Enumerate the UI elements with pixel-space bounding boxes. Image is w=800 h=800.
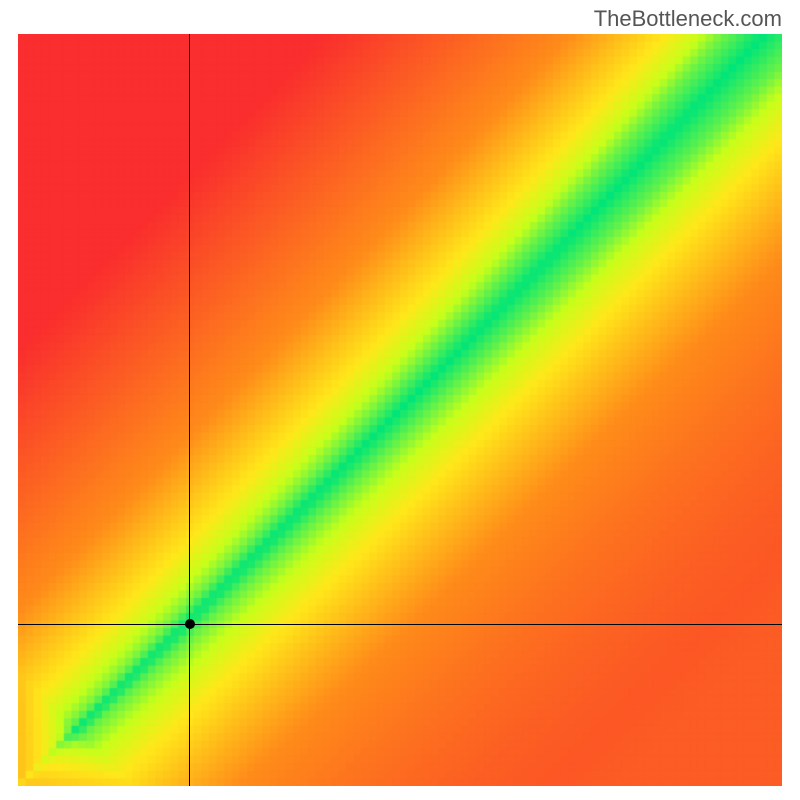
heatmap-canvas (18, 34, 782, 786)
chart-container: TheBottleneck.com (0, 0, 800, 800)
heatmap-plot (18, 34, 782, 786)
crosshair-horizontal (18, 624, 782, 625)
crosshair-marker (185, 619, 195, 629)
crosshair-vertical (189, 34, 190, 786)
watermark-text: TheBottleneck.com (594, 6, 782, 32)
